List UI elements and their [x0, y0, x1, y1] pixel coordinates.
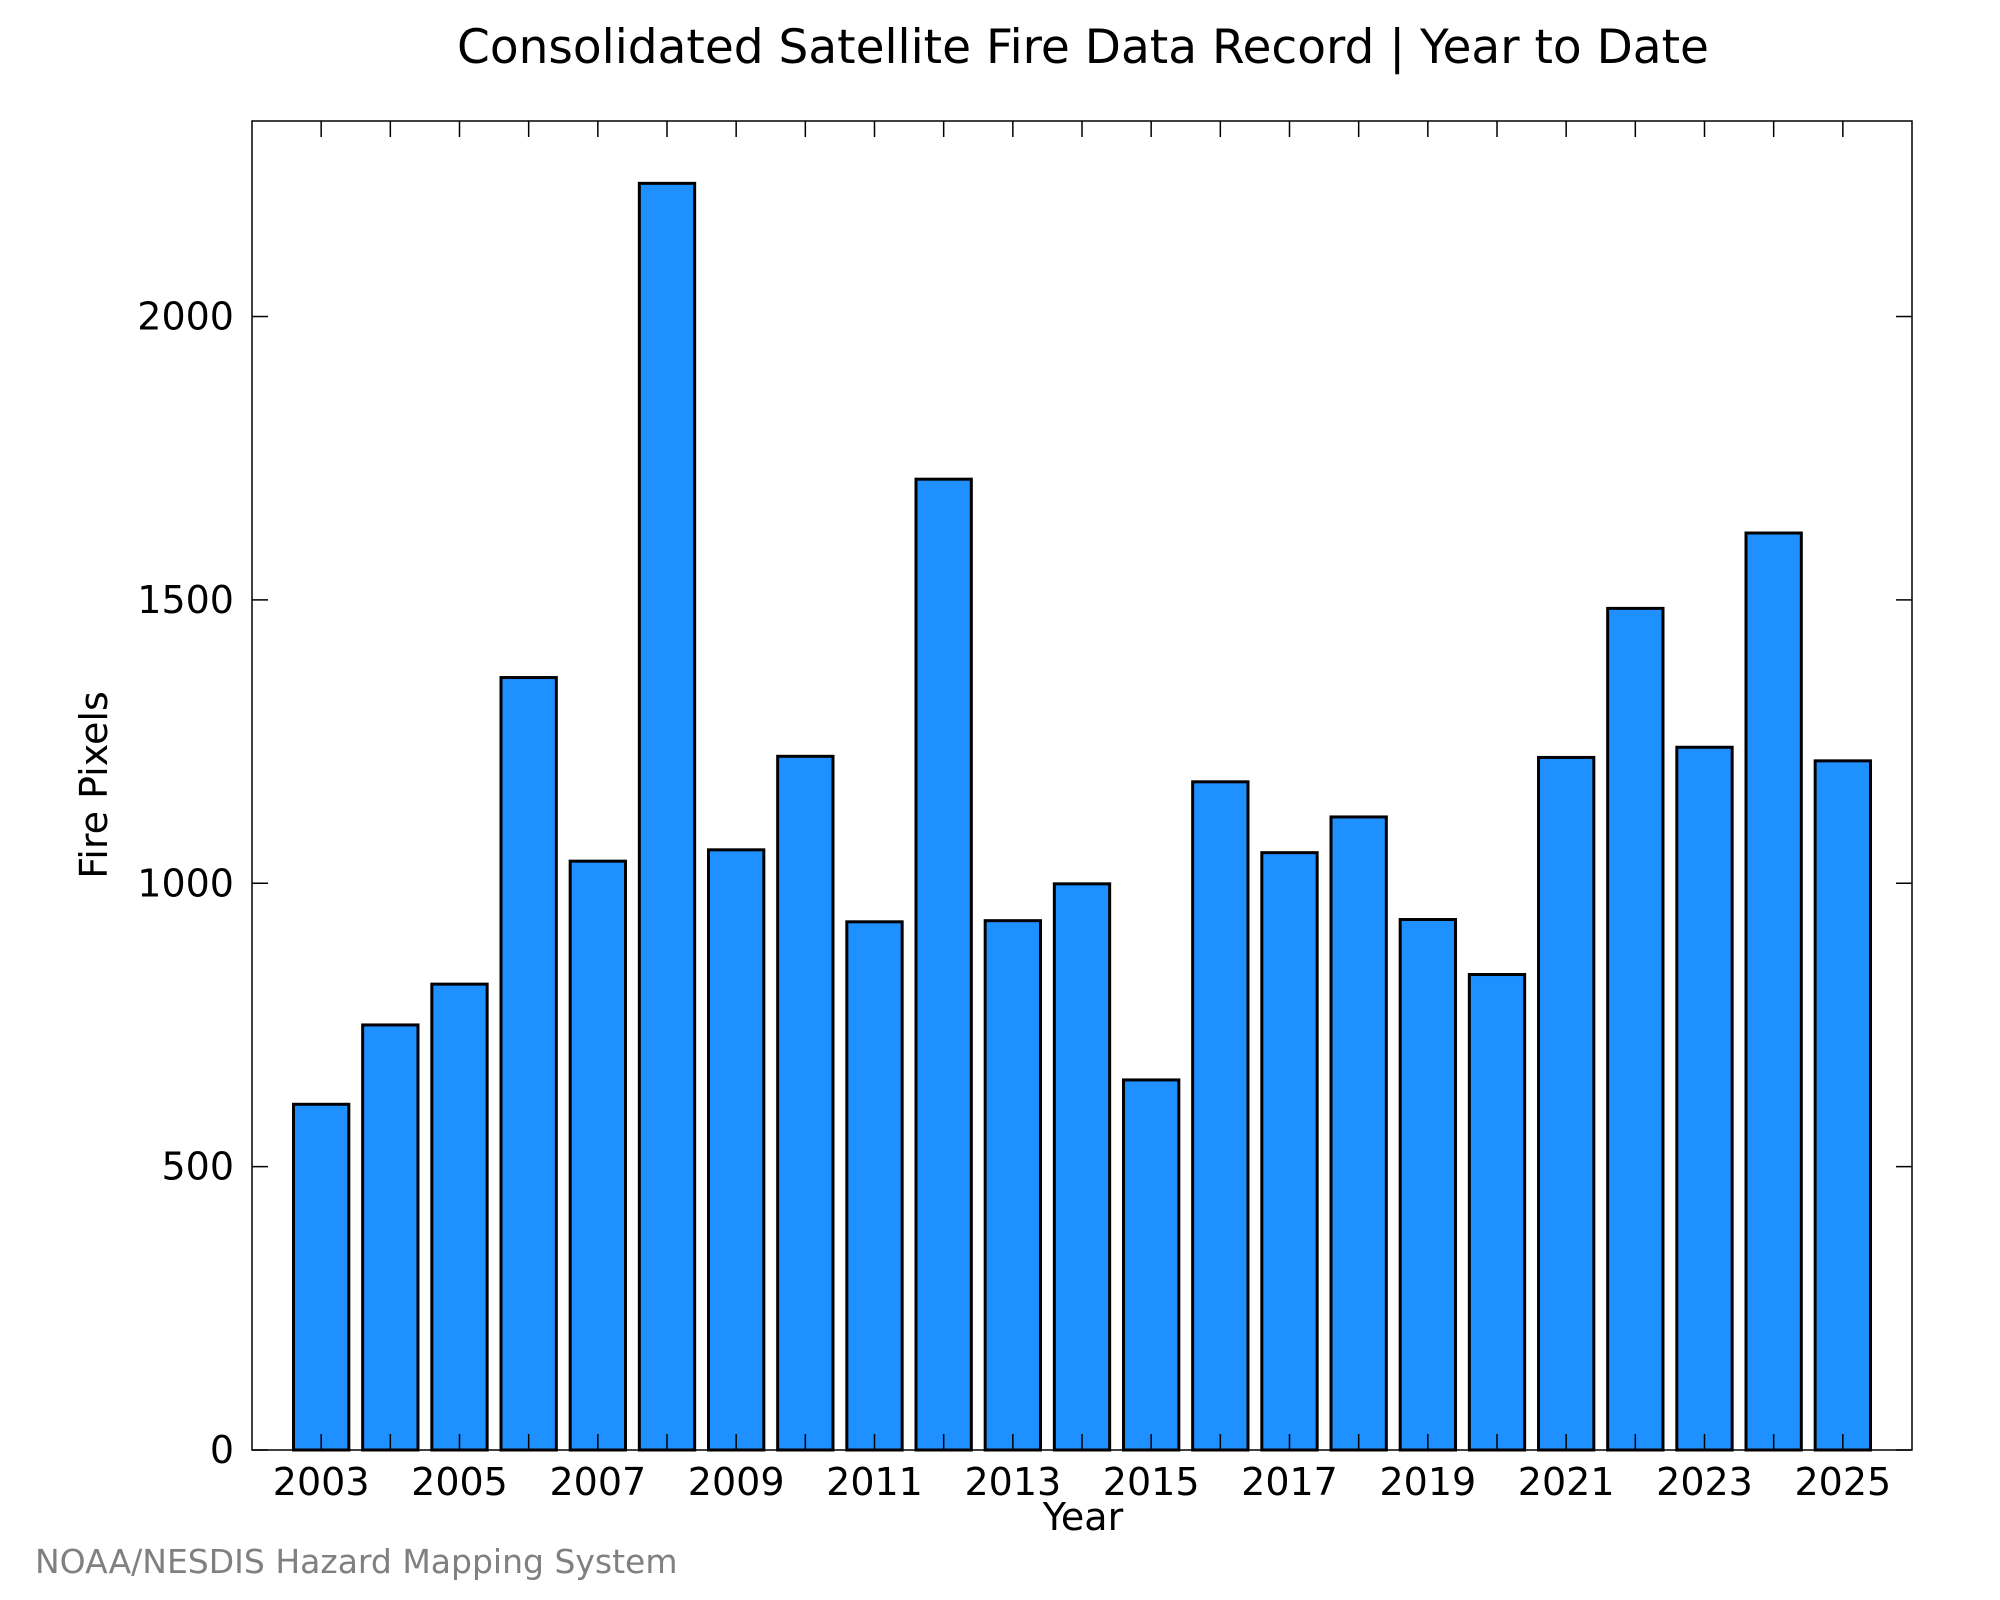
ticks-layer	[252, 121, 1912, 1451]
x-tick-label-2021: 2021	[1518, 1460, 1615, 1504]
bar-2022	[1606, 606, 1665, 1452]
bar-2012	[914, 477, 973, 1452]
bar-2013	[983, 919, 1042, 1452]
y-tick-label-1000: 1000	[137, 861, 234, 905]
x-tick-label-2009: 2009	[688, 1460, 785, 1504]
x-tick-label-2023: 2023	[1656, 1460, 1753, 1504]
x-tick-label-2025: 2025	[1794, 1460, 1891, 1504]
bar-2021	[1537, 755, 1596, 1452]
y-tick-labels: 0 500 1000 1500 2000	[137, 295, 234, 1472]
bar-2016	[1191, 780, 1250, 1452]
bar-2014	[1052, 882, 1112, 1452]
bar-2010	[776, 754, 835, 1452]
x-tick-label-2011: 2011	[826, 1460, 923, 1504]
bar-2017	[1260, 851, 1319, 1452]
x-tick-label-2017: 2017	[1241, 1460, 1338, 1504]
bar-2009	[707, 848, 766, 1452]
x-tick-label-2007: 2007	[549, 1460, 646, 1504]
bar-2024	[1744, 531, 1803, 1452]
y-tick-label-2000: 2000	[137, 295, 234, 339]
bar-2003	[292, 1102, 351, 1452]
x-tick-label-2015: 2015	[1103, 1460, 1200, 1504]
y-tick-label-0: 0	[210, 1428, 234, 1472]
bar-2004	[361, 1023, 420, 1452]
y-tick-label-500: 500	[161, 1145, 234, 1189]
bar-2007	[568, 859, 627, 1452]
bars-layer	[292, 181, 1873, 1452]
chart-title: Consolidated Satellite Fire Data Record …	[457, 20, 1709, 75]
bar-2020	[1467, 973, 1527, 1452]
x-tick-labels: 2003 2005 2007 2009 2011 2013 2015 2017 2019 2021…	[273, 1460, 1891, 1504]
y-tick-label-1500: 1500	[137, 578, 234, 622]
y-axis-label: Fire Pixels	[72, 691, 116, 879]
bar-2005	[430, 982, 489, 1452]
bar-2018	[1329, 815, 1388, 1452]
x-tick-label-2005: 2005	[411, 1460, 508, 1504]
bar-2006	[499, 676, 558, 1452]
source-label: NOAA/NESDIS Hazard Mapping System	[35, 1542, 678, 1581]
bar-2008	[637, 181, 697, 1452]
x-tick-label-2019: 2019	[1379, 1460, 1476, 1504]
x-tick-label-2003: 2003	[273, 1460, 370, 1504]
bar-2023	[1675, 745, 1734, 1452]
bar-2019	[1398, 918, 1458, 1452]
x-tick-label-2013: 2013	[964, 1460, 1061, 1504]
bar-2015	[1122, 1078, 1181, 1452]
bar-2011	[845, 920, 904, 1452]
bar-2025	[1813, 759, 1873, 1452]
x-axis-label: Year	[1042, 1495, 1124, 1539]
